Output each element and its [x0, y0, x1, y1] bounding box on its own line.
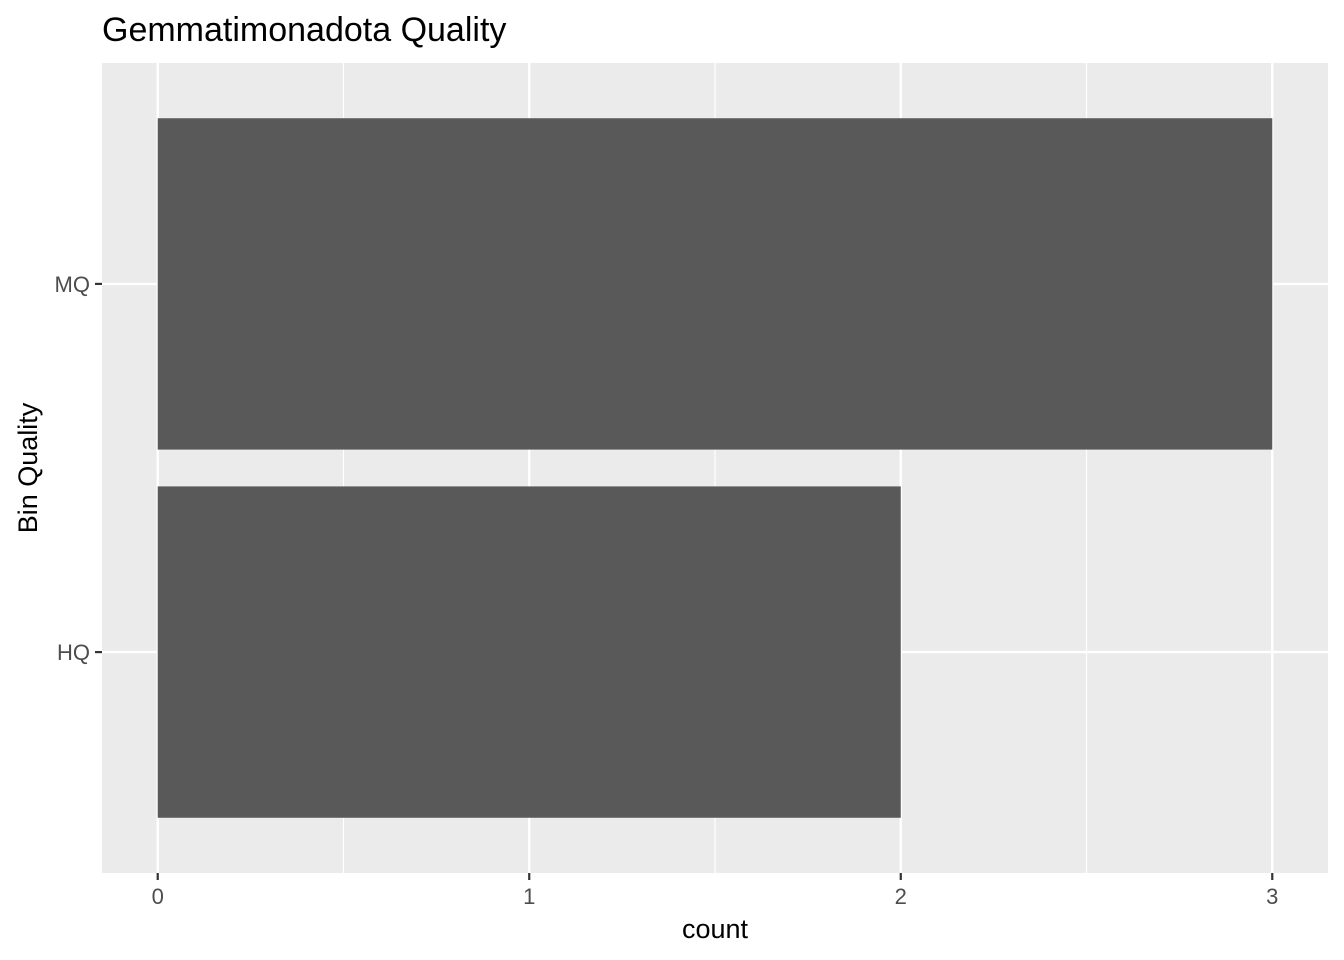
x-tick-label: 0: [152, 884, 164, 909]
bar-hq: [157, 486, 901, 818]
y-axis-title: Bin Quality: [13, 402, 43, 533]
y-tick-label: HQ: [57, 640, 90, 665]
x-tick-label: 3: [1266, 884, 1278, 909]
y-tick-label: MQ: [55, 272, 90, 297]
bars: [157, 118, 1273, 818]
x-tick-label: 2: [895, 884, 907, 909]
chart-title: Gemmatimonadota Quality: [102, 11, 506, 49]
bar-mq: [157, 118, 1273, 450]
x-tick-label: 1: [523, 884, 535, 909]
x-axis-title: count: [682, 914, 749, 944]
axes: 0 1 2 3 HQ MQ: [55, 272, 1279, 909]
